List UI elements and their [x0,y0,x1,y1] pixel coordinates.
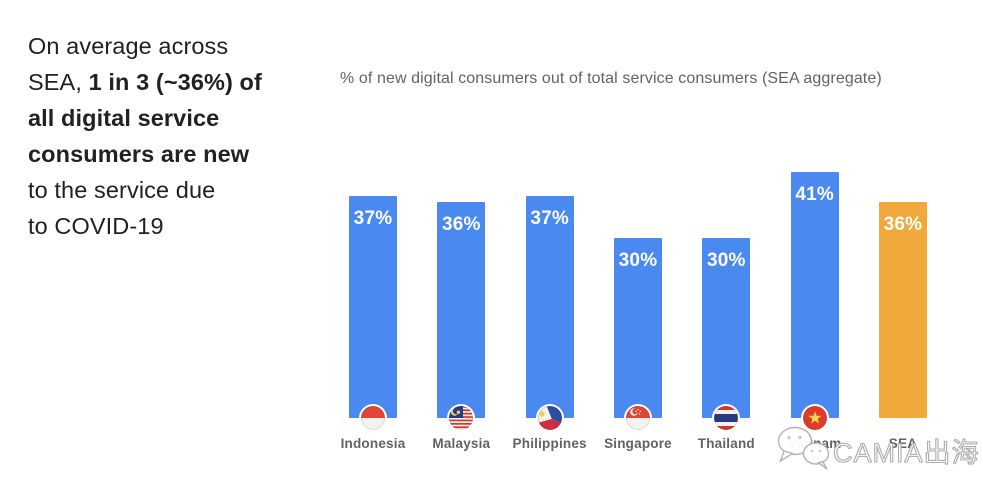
singapore-flag-icon [625,406,650,430]
category-label-thailand: Thailand [697,436,755,451]
bar-column-sea: 36% SEA [878,160,927,451]
bar-thailand: 30% Thailand [698,238,755,451]
bar-column-thailand: 30% Thailand [698,160,755,451]
bar-column-singapore: 30% Singapore [604,160,672,451]
bar-chart: 37% Indonesia 36% Malaysia 37% Philippines 30%… [341,160,927,451]
headline-line-2: SEA, 1 in 3 (~36%) of [28,69,262,95]
bar-value-label-indonesia: 37% [353,208,393,229]
headline-line-3: all digital service [28,105,220,131]
bar-sea: 36% SEA [878,202,927,451]
bar-singapore: 30% Singapore [604,238,672,451]
bar-column-indonesia: 37% Indonesia [341,160,405,451]
category-label-vietnam: Vietnam [787,436,842,451]
headline-line-1: On average across [28,33,229,59]
headline: On average across SEA, 1 in 3 (~36%) of al… [28,28,338,244]
bar-value-label-singapore: 30% [618,250,658,271]
bar-column-philippines: 37% Philippines [513,160,587,451]
chart-title: % of new digital consumers out of total … [340,70,882,87]
category-label-indonesia: Indonesia [340,436,406,451]
bar-column-malaysia: 36% Malaysia [432,160,490,451]
indonesia-flag-icon [361,406,385,430]
category-label-malaysia: Malaysia [432,436,491,451]
category-label-philippines: Philippines [512,436,587,451]
headline-line-5: to the service due [28,177,216,203]
bar-vietnam: 41% Vietnam [788,172,841,451]
headline-line-6: to COVID-19 [28,213,164,239]
bar-value-label-malaysia: 36% [442,214,481,235]
headline-line-4: consumers are new [28,141,250,167]
bar-value-label-thailand: 30% [706,250,746,271]
category-label-sea: SEA [888,436,918,451]
bar-philippines: 37% Philippines [513,196,587,451]
thailand-flag-icon [714,406,739,430]
bar-value-label-philippines: 37% [530,208,569,229]
vietnam-flag-icon [802,406,827,430]
bar-column-vietnam: 41% Vietnam [788,160,841,451]
philippines-flag-icon [537,406,562,430]
malaysia-flag-icon [449,406,474,430]
bar-malaysia: 36% Malaysia [432,202,490,451]
bar-value-label-vietnam: 41% [795,184,834,205]
bar-indonesia: 37% Indonesia [341,196,405,451]
category-label-singapore: Singapore [604,436,672,451]
bar-value-label-sea: 36% [883,214,923,235]
